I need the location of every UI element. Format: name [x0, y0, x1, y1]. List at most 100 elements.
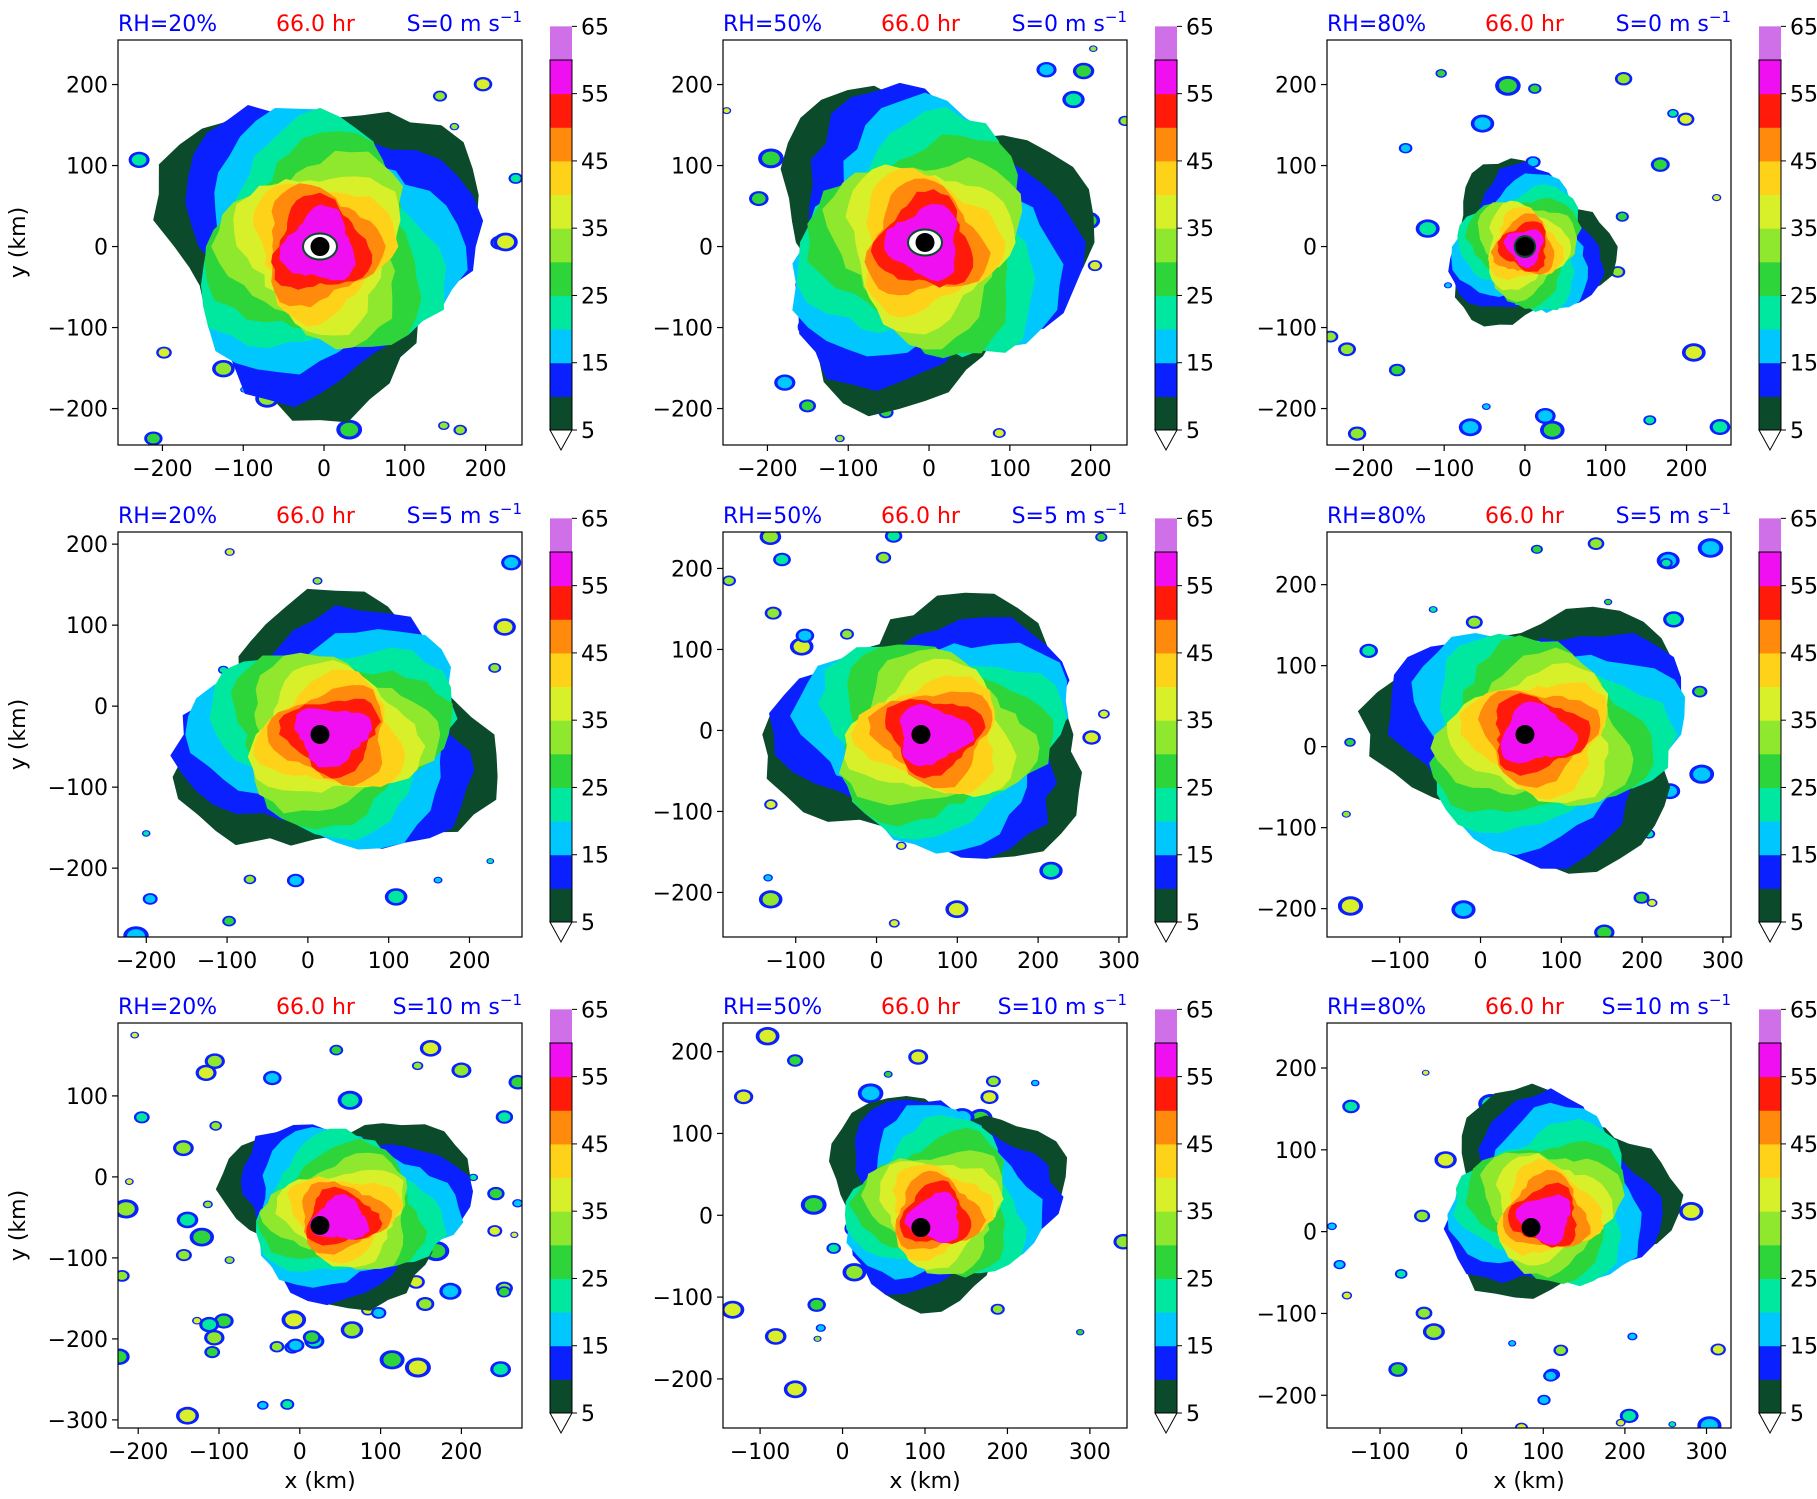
y-tick-label: −100	[653, 317, 713, 342]
convective-cell-core	[887, 532, 900, 541]
convective-cell-core	[762, 893, 779, 906]
colorbar-tick-label: 65	[581, 507, 609, 532]
colorbar-segment	[1155, 1143, 1177, 1179]
colorbar-segment	[550, 1177, 572, 1212]
y-tick-label: −300	[48, 1409, 108, 1434]
convective-cell-core	[1437, 70, 1446, 77]
reflectivity-field	[1327, 40, 1731, 445]
y-axis-label: y (km)	[6, 1190, 31, 1261]
convective-cell-core	[994, 429, 1004, 437]
colorbar-frame	[549, 59, 573, 431]
convective-cell-core	[1666, 613, 1681, 626]
colorbar-segment	[1155, 821, 1177, 856]
y-tick-label: −200	[653, 398, 713, 423]
rh-label: RH=80%	[1327, 995, 1426, 1020]
convective-cell-core	[498, 1112, 511, 1122]
colorbar-segment	[1759, 1110, 1781, 1145]
colorbar-tick-label: 5	[581, 911, 595, 936]
colorbar-segment	[550, 1312, 572, 1347]
shear-label: S=0 m s−1	[407, 8, 522, 37]
colorbar-extend-min	[549, 429, 573, 452]
y-tick-label: 100	[671, 155, 713, 180]
colorbar-segment	[1155, 1312, 1177, 1347]
y-tick-label: 0	[94, 695, 108, 720]
x-tick-label: −200	[1333, 457, 1393, 482]
x-tick-label: −200	[737, 457, 797, 482]
convective-cell-core	[131, 1032, 138, 1038]
plot-frame	[117, 1022, 523, 1429]
storm-center-marker	[1515, 725, 1535, 744]
convective-cell-core	[1099, 710, 1108, 718]
y-tick-label: −200	[1257, 898, 1317, 923]
x-tick-label: −100	[213, 457, 273, 482]
convective-cell-core	[911, 1051, 926, 1063]
convective-cell-core	[265, 1073, 279, 1083]
colorbar-segment	[550, 888, 572, 923]
convective-cell-core	[1530, 85, 1540, 93]
colorbar-tick-label: 5	[1790, 419, 1804, 444]
convective-cell-core	[842, 630, 852, 638]
convective-cell-core	[1419, 222, 1436, 236]
colorbar-segment	[1759, 652, 1781, 688]
colorbar: 5 15 25 35 45 55 65	[1154, 998, 1214, 1435]
panel-3: −200 −100 0 100 200 −200 −100 0 100 200 RH=80% 66.0…	[1257, 8, 1817, 482]
colorbar-tick-label: 25	[1790, 284, 1817, 309]
convective-cell-core	[1362, 645, 1376, 656]
convective-cell-core	[423, 1042, 439, 1055]
y-tick-label: 200	[671, 1041, 713, 1066]
colorbar-tick-label: 55	[581, 83, 609, 108]
x-tick-label: 0	[836, 1440, 850, 1465]
convective-cell-core	[289, 1340, 302, 1351]
colorbar-tick-label: 35	[1790, 217, 1817, 242]
y-tick-label: −100	[48, 776, 108, 801]
colorbar-segment	[1759, 619, 1781, 654]
colorbar-segment	[1155, 329, 1177, 364]
colorbar-tick-label: 45	[1790, 1133, 1817, 1158]
storm-center-marker	[911, 1218, 931, 1238]
convective-cell-core	[1065, 93, 1082, 106]
convective-cell-core	[1116, 1236, 1127, 1248]
colorbar-segment	[550, 720, 572, 755]
convective-cell-core	[331, 1046, 342, 1054]
panel-8: −100 0 100 200 300 −200 −100 0 100 200 RH=50% 66.0 …	[653, 991, 1214, 1494]
x-tick-label: 300	[1702, 949, 1744, 974]
colorbar-segment	[550, 160, 572, 196]
convective-cell-core	[224, 917, 234, 925]
x-tick-label: 200	[1666, 457, 1708, 482]
colorbar: 5 15 25 35 45 55 65	[549, 998, 609, 1435]
y-tick-label: 0	[699, 1204, 713, 1229]
x-tick-label: −100	[766, 949, 826, 974]
convective-cell-core	[1555, 1346, 1566, 1355]
colorbar-segment	[1155, 753, 1177, 788]
x-tick-label: 200	[448, 949, 490, 974]
colorbar-extend-min	[1758, 429, 1782, 452]
y-tick-label: 100	[671, 1122, 713, 1147]
colorbar-tick-label: 5	[1790, 911, 1804, 936]
colorbar-tick-label: 5	[581, 1402, 595, 1427]
colorbar-segment	[550, 619, 572, 654]
colorbar-segment	[1759, 1143, 1781, 1179]
colorbar-segment	[1759, 686, 1781, 721]
colorbar-segment	[1155, 160, 1177, 196]
x-tick-label: 200	[440, 1440, 482, 1465]
colorbar-tick-label: 45	[581, 150, 609, 175]
y-tick-label: −100	[653, 800, 713, 825]
colorbar-segment	[1155, 261, 1177, 296]
colorbar-segment	[550, 228, 572, 263]
convective-cell-core	[410, 1277, 423, 1287]
convective-cell-core	[1628, 1333, 1636, 1340]
colorbar-tick-label: 35	[581, 709, 609, 734]
convective-cell-core	[126, 1179, 133, 1184]
x-tick-label: 100	[904, 1440, 946, 1465]
time-label: 66.0 hr	[1485, 504, 1565, 529]
convective-cell-core	[988, 1077, 999, 1086]
colorbar-segment	[1155, 127, 1177, 162]
y-tick-label: −200	[1257, 1384, 1317, 1409]
colorbar-segment	[1759, 60, 1781, 95]
convective-cell-core	[202, 1319, 217, 1330]
x-tick-label: −100	[1370, 949, 1430, 974]
convective-cell-core	[1661, 559, 1671, 567]
colorbar-extend-min	[549, 1412, 573, 1435]
colorbar-tick-label: 15	[1186, 844, 1214, 869]
